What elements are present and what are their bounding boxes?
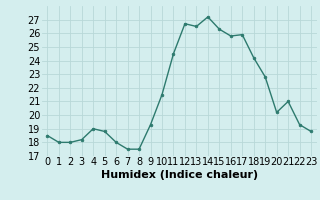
X-axis label: Humidex (Indice chaleur): Humidex (Indice chaleur) xyxy=(100,170,258,180)
